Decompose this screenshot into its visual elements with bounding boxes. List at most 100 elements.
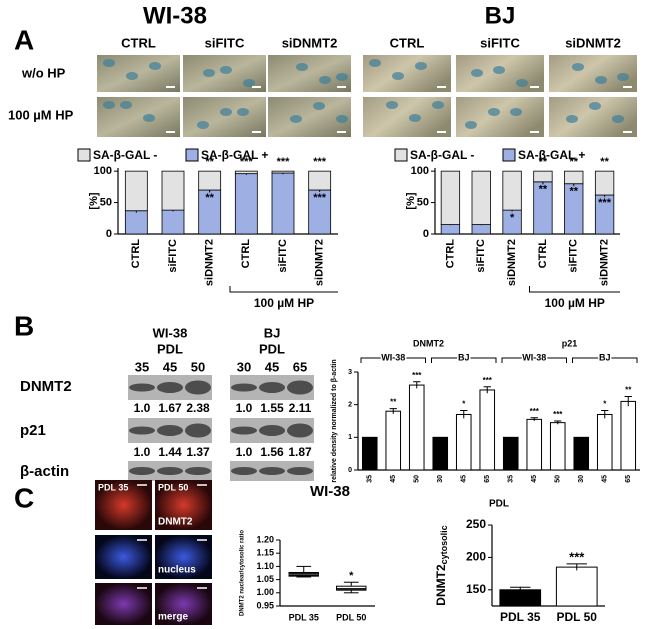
- y-tick-label: 1.00: [256, 587, 274, 597]
- legend-label: SA-β-GAL +: [518, 148, 585, 162]
- micrograph: [95, 480, 152, 530]
- bar-segment: [234, 173, 258, 235]
- subgroup-label: WI-38: [381, 352, 405, 362]
- bar-segment: [124, 210, 148, 235]
- y-tick-label: 1: [348, 434, 352, 441]
- blot-row-label: DNMT2: [20, 378, 72, 395]
- bar-segment: [234, 170, 258, 175]
- stain-spot: [516, 79, 528, 87]
- stain-spot: [409, 114, 421, 122]
- stain-spot: [149, 62, 161, 70]
- significance: ***: [313, 192, 327, 204]
- panel-letter: A: [14, 24, 34, 55]
- column-label: siDNMT2: [565, 35, 621, 50]
- blot-row-label: p21: [20, 422, 46, 439]
- blot-band: [287, 380, 313, 395]
- stain-spot: [336, 115, 348, 123]
- x-tick-label: 45: [531, 475, 538, 483]
- pdl-label: 50: [191, 359, 205, 374]
- legend-swatch: [502, 148, 516, 162]
- x-tick-label: CTRL: [444, 239, 456, 269]
- x-tick-label: CTRL: [130, 239, 142, 269]
- micrograph: [95, 535, 152, 579]
- density-label: 1.37: [186, 445, 210, 459]
- stain-spot: [471, 69, 483, 77]
- blot-band: [287, 467, 313, 475]
- error-bar: [460, 410, 468, 419]
- bar: [479, 389, 496, 471]
- stain-spot: [220, 66, 232, 74]
- bar-segment: [564, 170, 584, 185]
- row-label: w/o HP: [21, 65, 66, 80]
- density-label: 1.67: [158, 401, 182, 415]
- group-bracket: [501, 357, 567, 363]
- column-label: siFITC: [205, 35, 245, 50]
- y-tick-label: 50: [417, 196, 429, 208]
- density-label: 1.0: [236, 445, 253, 459]
- column-label: CTRL: [121, 35, 156, 50]
- stain-spot: [432, 101, 444, 109]
- stain-spot: [103, 101, 115, 109]
- x-tick-label: siFITC: [475, 239, 487, 273]
- blot-band: [259, 425, 285, 436]
- stain-spot: [612, 115, 624, 123]
- blot-band: [185, 380, 211, 395]
- micrograph: [183, 97, 266, 137]
- blot-band: [231, 467, 257, 475]
- bar: [596, 413, 613, 471]
- column-label: CTRL: [390, 35, 425, 50]
- blot-band: [185, 467, 211, 475]
- significance: **: [205, 192, 214, 204]
- y-tick-label: 0: [106, 228, 112, 240]
- error-bar: [530, 417, 538, 421]
- micrograph: [155, 583, 212, 625]
- y-axis-label-main: DNMT2: [434, 564, 448, 606]
- significance: **: [569, 186, 578, 198]
- micrograph: [456, 97, 544, 137]
- legend-swatch: [77, 148, 91, 162]
- y-axis-label: [%]: [405, 192, 417, 209]
- y-tick-label: 50: [100, 196, 112, 208]
- stain-spot: [220, 108, 232, 116]
- subgroup-label: WI-38: [522, 352, 546, 362]
- stain-spot: [296, 63, 308, 71]
- y-axis-label-sub: cytosolic: [439, 525, 449, 564]
- stain-spot: [103, 59, 115, 67]
- legend-label: SA-β-GAL -: [410, 148, 474, 162]
- stain-spot: [237, 108, 249, 116]
- blot-title: BJ: [264, 325, 281, 340]
- y-tick-label: 0: [348, 467, 352, 474]
- x-tick-label: PDL 35: [289, 612, 319, 622]
- group-label: p21: [562, 338, 578, 348]
- x-tick-label: siFITC: [167, 239, 179, 273]
- legend-swatch: [394, 148, 408, 162]
- group-bracket: [229, 286, 338, 293]
- y-tick-label: 1.10: [256, 561, 274, 571]
- significance: ***: [277, 156, 291, 168]
- group-bracket: [529, 286, 620, 293]
- density-label: 1.0: [134, 401, 151, 415]
- y-tick-label: 250: [466, 517, 486, 531]
- density-label: 2.38: [186, 401, 210, 415]
- bar: [502, 436, 519, 471]
- cell-line-title: BJ: [485, 2, 516, 29]
- y-tick-label: 100: [411, 165, 429, 177]
- legend-label: SA-β-GAL -: [93, 148, 157, 162]
- y-tick-label: 0: [423, 228, 429, 240]
- error-bar: [510, 586, 531, 593]
- x-tick-label: 30: [578, 475, 585, 483]
- density-label: 1.44: [158, 445, 182, 459]
- bar-segment: [440, 170, 461, 225]
- x-tick-label: PDL 35: [500, 610, 541, 624]
- x-axis-label: PDL: [489, 499, 509, 510]
- stain-spot: [336, 73, 348, 81]
- stain-spot: [386, 101, 398, 109]
- x-tick-label: 65: [625, 475, 632, 483]
- legend-swatch: [185, 148, 199, 162]
- significance: ***: [598, 197, 612, 209]
- density-label: 1.87: [288, 445, 312, 459]
- group-label: 100 µM HP: [545, 296, 605, 310]
- blot-band: [129, 467, 155, 475]
- y-tick-label: 1.20: [256, 534, 274, 544]
